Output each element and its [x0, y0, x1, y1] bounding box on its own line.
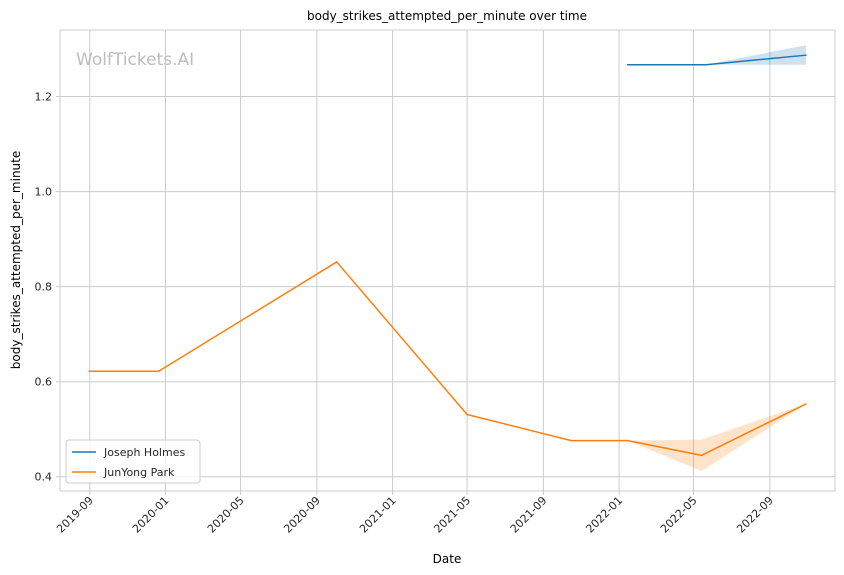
x-tick-label: 2020-05 [205, 494, 247, 536]
data-point-junyong-park [570, 439, 573, 442]
legend: Joseph Holmes JunYong Park [65, 439, 201, 484]
plot-area [59, 29, 836, 492]
data-point-junyong-park [335, 261, 338, 263]
series-line-junyong-park [89, 261, 807, 457]
data-point-joseph-holmes [705, 63, 707, 66]
legend-label-junyong-park: JunYong Park [103, 466, 175, 479]
x-tick-label: 2022-05 [658, 494, 700, 536]
data-point-junyong-park [700, 454, 703, 457]
y-axis-label: body_strikes_attempted_per_minute [9, 151, 23, 369]
x-tick-label: 2022-09 [734, 494, 776, 536]
data-point-junyong-park [626, 439, 629, 442]
data-point-junyong-park [88, 370, 90, 373]
watermark: WolfTickets.AI [76, 50, 194, 70]
x-axis-label: Date [433, 552, 462, 566]
x-tick-label: 2020-01 [130, 494, 172, 536]
x-tick-label: 2022-01 [583, 494, 625, 536]
x-tick-label: 2021-05 [431, 494, 473, 536]
x-tick-label: 2019-09 [54, 494, 96, 536]
legend-label-joseph-holmes: Joseph Holmes [103, 446, 185, 459]
data-point-junyong-park [157, 370, 160, 373]
y-tick-label: 0.6 [35, 376, 53, 389]
data-point-junyong-park [805, 403, 807, 405]
x-tick-label: 2021-01 [357, 494, 399, 536]
y-tick-label: 1.2 [35, 91, 53, 104]
data-point-junyong-park [466, 413, 468, 416]
x-axis-ticks: 2019-09 2020-01 2020-05 2020-09 2021-01 2021-… [54, 491, 776, 536]
y-axis-ticks: 0.4 0.6 0.8 1.0 1.2 [35, 91, 60, 484]
y-tick-label: 0.8 [35, 281, 53, 294]
data-point-joseph-holmes [805, 54, 807, 56]
grid [60, 30, 835, 491]
legend-box [65, 439, 201, 484]
chart-title: body_strikes_attempted_per_minute over t… [307, 9, 587, 23]
x-tick-label: 2021-09 [508, 494, 550, 536]
x-tick-label: 2020-09 [281, 494, 323, 536]
series-lines [88, 54, 807, 457]
data-point-joseph-holmes [626, 63, 629, 66]
y-tick-label: 0.4 [35, 471, 53, 484]
y-tick-label: 1.0 [35, 186, 53, 199]
